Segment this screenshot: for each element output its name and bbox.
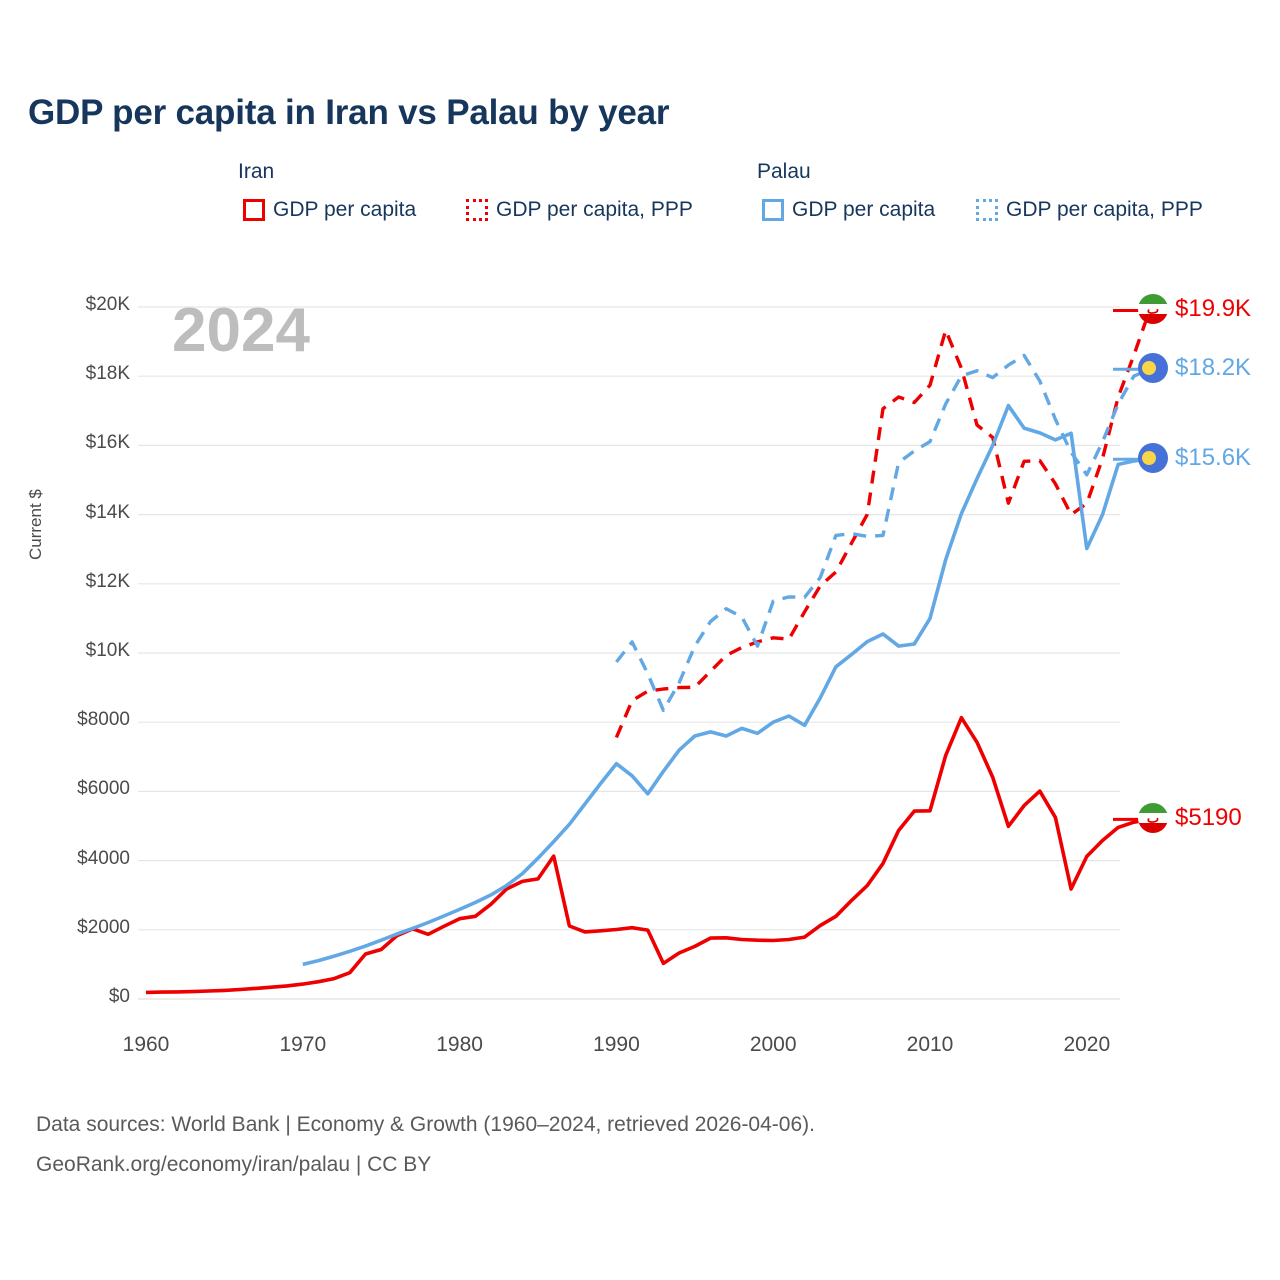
legend-swatch-solid-blue-icon bbox=[762, 199, 784, 221]
page-title: GDP per capita in Iran vs Palau by year bbox=[28, 93, 670, 132]
legend-items: GDP per capita GDP per capita, PPP GDP p… bbox=[0, 196, 1280, 236]
footer-data-sources: Data sources: World Bank | Economy & Gro… bbox=[36, 1113, 815, 1136]
y-axis-tick-label: $20K bbox=[85, 294, 130, 315]
legend-swatch-dotted-blue-icon bbox=[976, 199, 998, 221]
series-line bbox=[302, 403, 1150, 967]
series-end-value: $18.2K bbox=[1175, 354, 1252, 382]
y-axis-tick-label: $12K bbox=[85, 570, 130, 592]
y-axis-tick-label: $16K bbox=[85, 432, 130, 454]
legend-group-palau: Palau bbox=[757, 160, 811, 183]
legend-item-palau-gdp-ppp[interactable]: GDP per capita, PPP bbox=[976, 198, 1203, 222]
x-axis-tick-label: 2010 bbox=[906, 1033, 954, 1056]
series-line bbox=[615, 353, 1151, 713]
footer: Data sources: World Bank | Economy & Gro… bbox=[36, 1105, 1236, 1185]
series-end-label: $15.6K bbox=[1138, 443, 1252, 474]
legend-item-label: GDP per capita, PPP bbox=[496, 198, 693, 221]
series-end-label: $18.2K bbox=[1138, 353, 1252, 384]
y-axis-tick-label: $14K bbox=[85, 501, 130, 523]
x-axis-tick-label: 1970 bbox=[279, 1033, 327, 1056]
series-end-label: ب $5190 bbox=[1138, 803, 1242, 834]
y-axis-tick-label: $10K bbox=[85, 640, 130, 661]
legend-item-label: GDP per capita, PPP bbox=[1006, 198, 1203, 221]
chart-legend: Iran Palau GDP per capita GDP per capita… bbox=[0, 160, 1280, 245]
x-axis-tick-label: 1960 bbox=[122, 1033, 170, 1056]
y-axis-tick-label: $4000 bbox=[77, 847, 130, 869]
x-axis-tick-label: 2000 bbox=[749, 1033, 797, 1056]
y-axis-tick-label: $8000 bbox=[77, 709, 130, 731]
palau-flag-icon bbox=[1138, 353, 1168, 384]
y-axis-tick-label: $18K bbox=[85, 363, 130, 385]
series-line bbox=[614, 309, 1152, 739]
iran-flag-icon: ب bbox=[1138, 294, 1168, 325]
legend-swatch-dotted-red-icon bbox=[466, 199, 488, 221]
legend-group-iran: Iran bbox=[238, 160, 275, 183]
x-axis-tick-label: 2020 bbox=[1063, 1033, 1111, 1056]
legend-item-iran-gdp-ppp[interactable]: GDP per capita, PPP bbox=[466, 198, 693, 222]
series-end-value: $5190 bbox=[1175, 804, 1242, 832]
series-end-label: ب $19.9K bbox=[1138, 294, 1252, 325]
legend-item-label: GDP per capita bbox=[792, 198, 936, 221]
footer-attribution: GeoRank.org/economy/iran/palau | CC BY bbox=[36, 1153, 432, 1176]
legend-item-iran-gdp[interactable]: GDP per capita bbox=[243, 198, 416, 222]
y-axis-tick-label: $6000 bbox=[77, 778, 130, 800]
series-end-value: $15.6K bbox=[1175, 444, 1252, 472]
series-lines bbox=[145, 308, 1152, 995]
legend-item-palau-gdp[interactable]: GDP per capita bbox=[762, 198, 935, 222]
legend-item-label: GDP per capita bbox=[273, 198, 417, 221]
y-axis-tick-label: $0 bbox=[108, 986, 130, 1007]
series-end-value: $19.9K bbox=[1175, 295, 1252, 323]
x-axis-tick-label: 1990 bbox=[593, 1033, 640, 1056]
x-axis-tick-label: 1980 bbox=[436, 1033, 483, 1056]
series-line bbox=[145, 715, 1150, 995]
palau-flag-icon bbox=[1138, 443, 1168, 474]
iran-flag-icon: ب bbox=[1138, 803, 1168, 834]
legend-swatch-solid-red-icon bbox=[243, 199, 265, 221]
y-axis-tick-label: $2000 bbox=[77, 916, 130, 938]
gridlines bbox=[138, 306, 1120, 1000]
